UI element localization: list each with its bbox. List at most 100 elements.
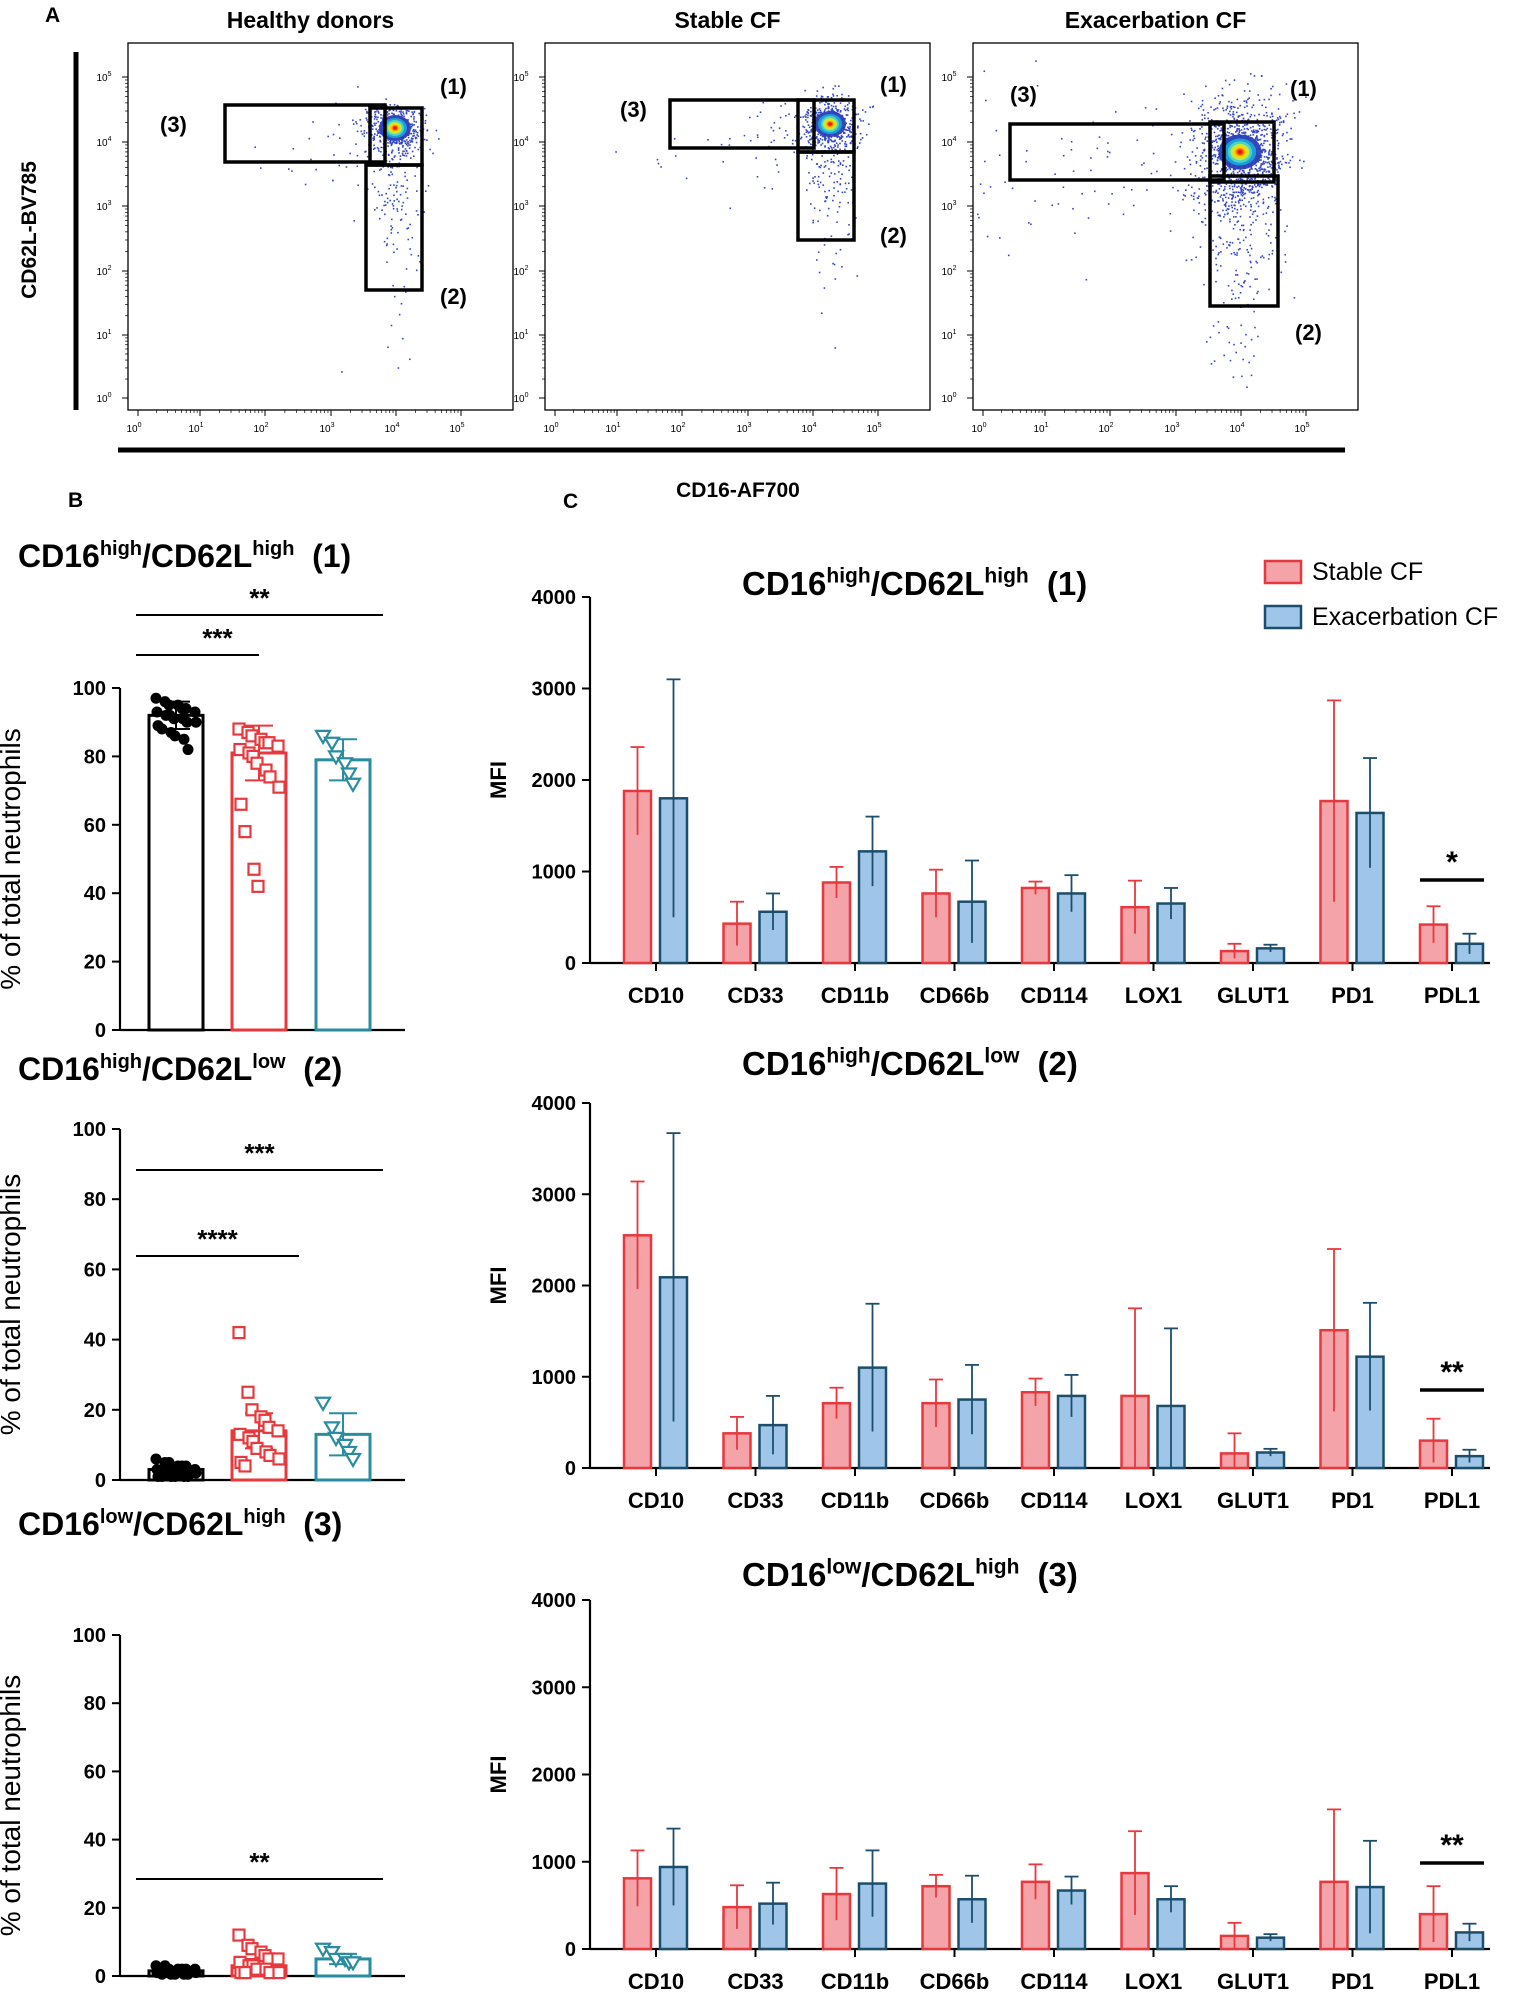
gate-2 [1208, 174, 1280, 308]
event [377, 190, 380, 193]
event [845, 122, 847, 125]
event [848, 127, 851, 130]
event [810, 125, 813, 128]
title-part: CD16 [742, 1045, 826, 1082]
event [1237, 238, 1239, 240]
event [1256, 129, 1259, 132]
y-tick-exponent: 3 [525, 200, 529, 207]
significance-label: *** [202, 623, 233, 653]
event [405, 143, 408, 146]
event [1252, 186, 1254, 189]
title-part: low [984, 1044, 1020, 1067]
event [401, 138, 404, 141]
event [846, 129, 849, 131]
event [1281, 134, 1284, 137]
event [807, 140, 810, 142]
event [393, 295, 396, 298]
event [1222, 107, 1224, 109]
event [1264, 149, 1266, 151]
event [1254, 178, 1256, 180]
event [1227, 197, 1230, 199]
event [1270, 132, 1273, 134]
event [778, 127, 781, 130]
event [406, 179, 408, 181]
event [839, 201, 841, 204]
event [405, 191, 407, 193]
data-point [238, 1965, 252, 1980]
event [1231, 125, 1233, 128]
event [1185, 259, 1188, 262]
event [815, 259, 818, 261]
event [391, 167, 394, 169]
event [839, 142, 841, 145]
event [835, 252, 837, 255]
event [817, 133, 819, 136]
event [1136, 139, 1139, 142]
event [839, 177, 842, 180]
event [1270, 173, 1272, 175]
event [1247, 128, 1250, 131]
flow-plot-1: Stable CF1001001011011021021031031041041… [513, 7, 931, 435]
title-part: (2) [303, 1051, 342, 1087]
event [401, 141, 404, 144]
event [1226, 131, 1229, 133]
event [425, 114, 428, 117]
event [1268, 151, 1270, 154]
event [817, 140, 819, 142]
event [1237, 115, 1240, 117]
event [1183, 93, 1185, 96]
y-tick-label: 100 [513, 392, 528, 405]
event [411, 141, 413, 143]
event [1268, 171, 1270, 173]
event [1256, 261, 1259, 264]
event [1093, 190, 1096, 193]
event [1224, 79, 1227, 82]
event [1218, 134, 1220, 137]
event [1211, 170, 1213, 173]
event [1190, 259, 1193, 261]
event [804, 115, 806, 118]
y-tick-exponent: 4 [525, 136, 529, 143]
event [984, 160, 986, 163]
event [828, 148, 830, 150]
event [414, 137, 417, 140]
event [1247, 119, 1249, 122]
data-point [156, 723, 168, 735]
y-tick-label: 1000 [532, 862, 577, 884]
event [1215, 138, 1217, 141]
event [388, 113, 390, 115]
event [1267, 158, 1269, 160]
event [1245, 236, 1247, 239]
event [382, 154, 384, 157]
event [1239, 187, 1242, 189]
event [833, 154, 835, 157]
event [1246, 123, 1249, 126]
event [1243, 124, 1246, 126]
event [1275, 198, 1277, 200]
event [1234, 223, 1236, 226]
event [391, 157, 393, 160]
x-tick-label: 102 [1098, 422, 1113, 435]
event [1219, 138, 1222, 141]
gate-3 [668, 98, 816, 150]
x-tick-exponent: 4 [1241, 422, 1245, 429]
event [806, 155, 808, 157]
event [1264, 161, 1267, 163]
event [1007, 254, 1010, 257]
event [844, 148, 846, 151]
event [1270, 223, 1272, 226]
event [1242, 193, 1245, 196]
x-tick-label: CD10 [628, 1969, 684, 1994]
event [1226, 241, 1228, 243]
event [834, 173, 836, 175]
y-tick-label: 101 [513, 329, 528, 342]
y-tick-exponent: 4 [108, 136, 112, 143]
event [1027, 222, 1030, 224]
event [1245, 100, 1248, 102]
event [396, 140, 398, 143]
event [1239, 205, 1242, 207]
event [1182, 198, 1184, 201]
data-point [344, 1452, 362, 1469]
event [413, 132, 415, 135]
event [1201, 118, 1204, 121]
